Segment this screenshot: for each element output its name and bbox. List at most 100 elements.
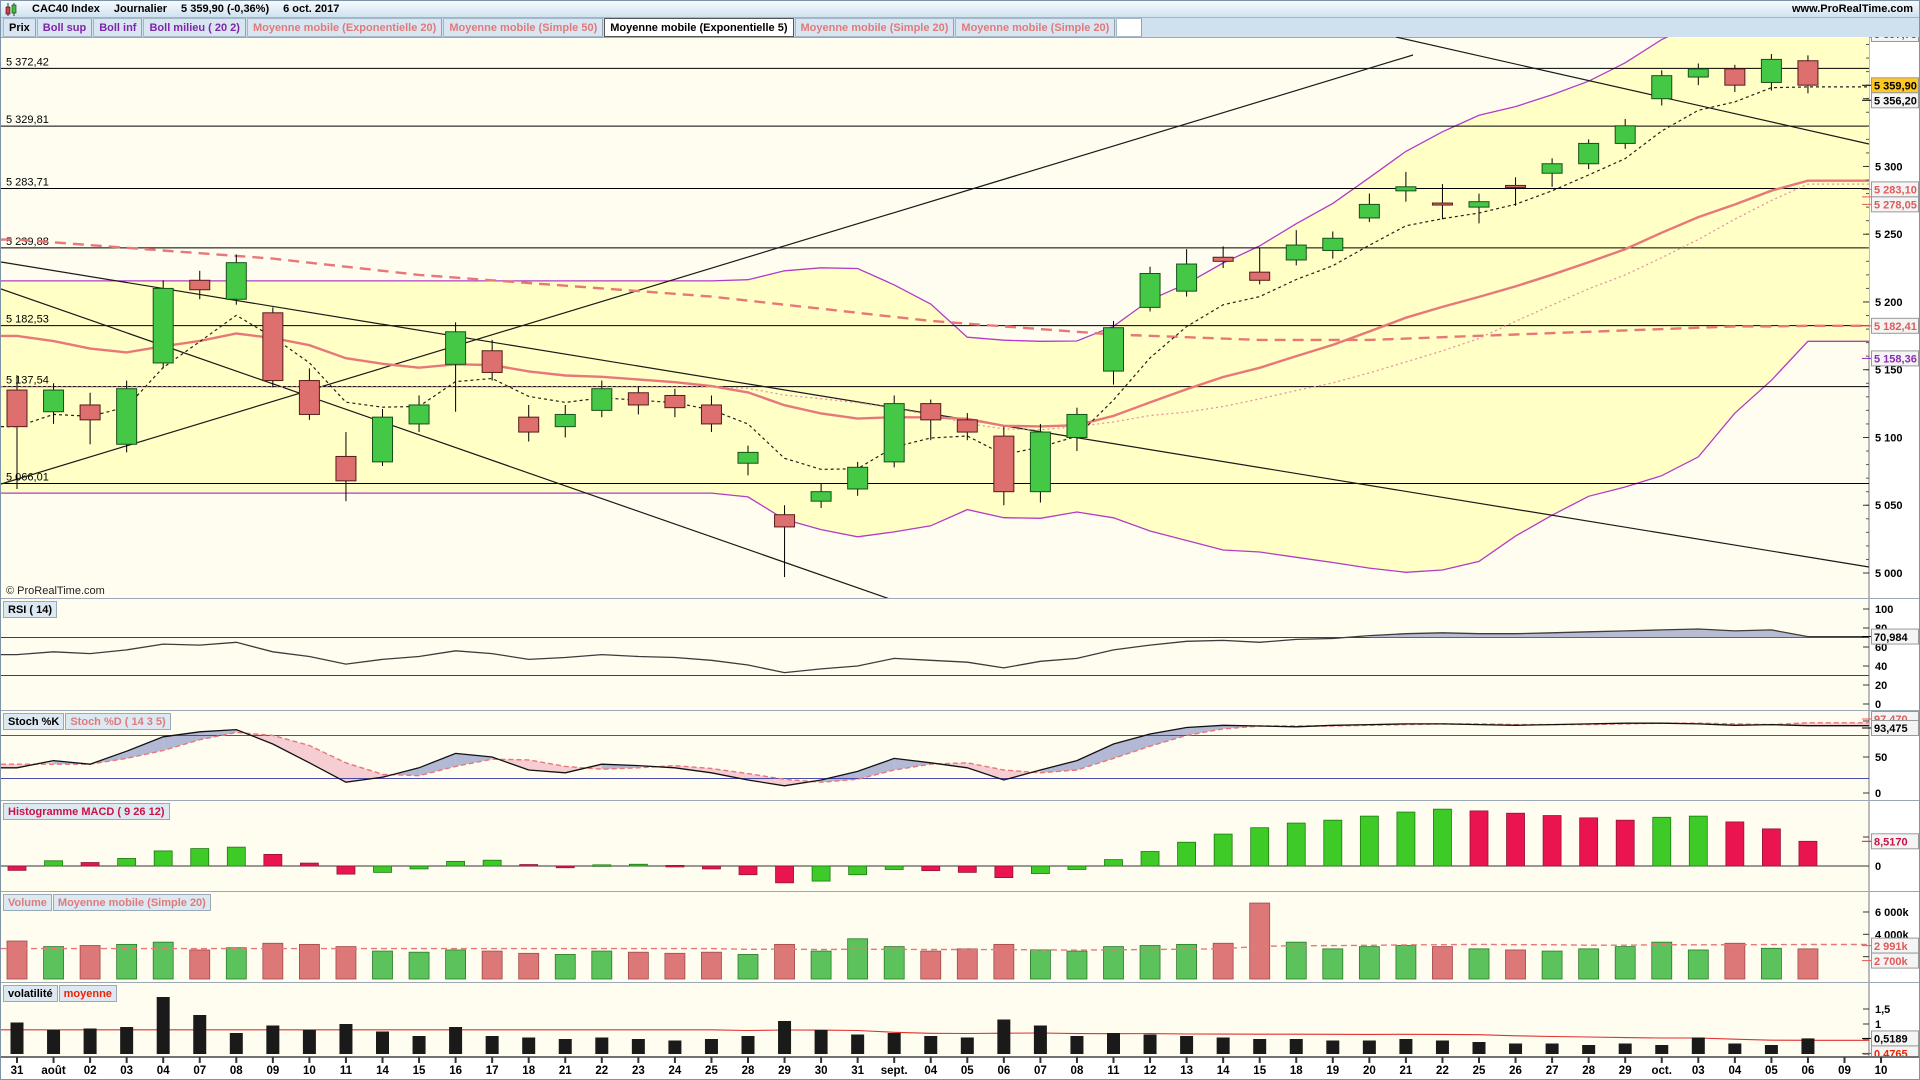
volatility-bar — [1253, 1039, 1267, 1054]
macd-bar — [1104, 859, 1123, 867]
candle-up — [591, 388, 613, 411]
toolbar-item-2[interactable]: Boll inf — [93, 18, 143, 37]
volume-bar — [1468, 948, 1490, 980]
stoch-fill — [1040, 760, 1077, 773]
date-label: 03 — [1692, 1065, 1705, 1077]
macd-bar — [665, 865, 685, 868]
toolbar-item-3[interactable]: Boll milieu ( 20 2) — [143, 18, 246, 37]
candle-down — [335, 455, 357, 482]
candle-up — [1760, 58, 1782, 83]
volume-bar — [627, 951, 649, 980]
date-label: 13 — [1180, 1065, 1193, 1077]
candle-down — [956, 419, 978, 433]
macd-bar — [1140, 851, 1160, 867]
macd-bar — [409, 865, 429, 870]
sma50-line — [1, 238, 1869, 342]
candle-down — [774, 514, 796, 528]
trend-line — [1, 54, 1414, 485]
date-label: 18 — [1290, 1065, 1303, 1077]
date-label: 21 — [559, 1065, 572, 1077]
volume-bar — [956, 948, 978, 980]
stoch-chip-0[interactable]: Stoch %K — [3, 713, 65, 730]
date-label: 28 — [1582, 1065, 1595, 1077]
volatility-bar — [1618, 1043, 1632, 1054]
candle-up — [372, 416, 393, 463]
date-label: 22 — [595, 1065, 608, 1077]
candle-down — [1212, 256, 1234, 262]
volume-bar — [445, 949, 467, 980]
toolbar-item-1[interactable]: Boll sup — [36, 18, 93, 37]
stoch-fill — [894, 758, 931, 770]
volume-bar — [43, 946, 64, 980]
date-label: 06 — [997, 1065, 1010, 1077]
toolbar-item-5[interactable]: Moyenne mobile (Simple 50) — [443, 18, 604, 37]
volume-chip-0[interactable]: Volume — [3, 894, 52, 911]
titlebar: CAC40 Index Journalier 5 359,90 (-0,36%)… — [1, 1, 1919, 18]
macd-bar — [1579, 817, 1599, 867]
volatility-bar — [120, 1027, 134, 1054]
date-label: 22 — [1436, 1065, 1449, 1077]
macd-chip-0[interactable]: Histogramme MACD ( 9 26 12) — [3, 803, 170, 820]
volume-bar — [335, 946, 357, 980]
level-price-label: 5 283,71 — [6, 177, 49, 189]
macd-bar — [1469, 810, 1489, 867]
stoch-chip-1[interactable]: Stoch %D ( 14 3 5) — [65, 713, 171, 730]
macd-bar — [1762, 828, 1781, 867]
candle-up — [1395, 186, 1417, 192]
candle-up — [847, 466, 869, 490]
stoch-fill — [1076, 744, 1114, 770]
stoch-fill — [1, 764, 17, 768]
candle-down — [627, 392, 649, 406]
volume-bar — [883, 946, 905, 980]
axis-tick-label: 5 050 — [1875, 500, 1903, 512]
axis-tick-label: 5 250 — [1875, 229, 1903, 241]
volatility-bar — [193, 1015, 207, 1054]
site-link[interactable]: www.ProRealTime.com — [1791, 3, 1913, 15]
macd-bar — [1213, 833, 1233, 867]
date-label: 24 — [669, 1065, 682, 1077]
date-label: 14 — [1217, 1065, 1230, 1077]
toolbar-item-6[interactable]: Moyenne mobile (Exponentielle 5) — [604, 18, 794, 37]
volume-chip-1[interactable]: Moyenne mobile (Simple 20) — [52, 894, 211, 911]
date-label: 11 — [1107, 1065, 1120, 1077]
volat-chip-1[interactable]: moyenne — [58, 985, 117, 1002]
volatility-bar — [1033, 1025, 1047, 1054]
volume-bar — [737, 954, 759, 980]
volat-chip-0[interactable]: volatilité — [3, 985, 58, 1002]
date-label: 26 — [1509, 1065, 1522, 1077]
volatility-bar — [595, 1037, 609, 1054]
stoch-fill — [272, 735, 310, 763]
app-icon — [5, 2, 18, 16]
macd-bar — [775, 865, 794, 884]
macd-bar — [1506, 812, 1525, 867]
price-chart-axis-strip — [1869, 37, 1919, 598]
toolbar-item-7[interactable]: Moyenne mobile (Simple 20) — [794, 18, 955, 37]
volatility-bar — [1289, 1039, 1303, 1054]
toolbar-item-0[interactable]: Prix — [3, 18, 36, 37]
date-label: 11 — [340, 1065, 353, 1077]
volume-bar — [701, 951, 722, 980]
candle-up — [1103, 327, 1124, 372]
volume-bar — [554, 954, 576, 980]
axis-value-label: 5 356,20 — [1874, 95, 1917, 107]
stoch-fill — [967, 762, 1004, 781]
ema20-line — [1, 179, 1869, 428]
axis-value-label: 5 182,41 — [1874, 321, 1917, 333]
rsi-chip-0[interactable]: RSI ( 14) — [3, 601, 58, 618]
date-label: 19 — [1326, 1065, 1339, 1077]
stoch-fill — [1150, 727, 1187, 747]
time-axis-bg — [1, 1056, 1919, 1079]
volatility-ma-line — [1, 1029, 1869, 1041]
axis-tick-label: 100 — [1875, 604, 1893, 616]
toolbar-item-8[interactable]: Moyenne mobile (Simple 20) — [955, 18, 1116, 37]
volume-bar — [774, 943, 795, 980]
date-label: 03 — [120, 1065, 133, 1077]
date-label: 17 — [486, 1065, 499, 1077]
volatility-bar — [631, 1039, 645, 1054]
toolbar-item-4[interactable]: Moyenne mobile (Exponentielle 20) — [246, 18, 443, 37]
macd-bar — [702, 865, 721, 870]
axis-tick-label: 5 000 — [1875, 568, 1903, 580]
candle-down — [189, 279, 211, 291]
volatility-panel-chips: volatilité moyenne — [3, 985, 118, 1002]
